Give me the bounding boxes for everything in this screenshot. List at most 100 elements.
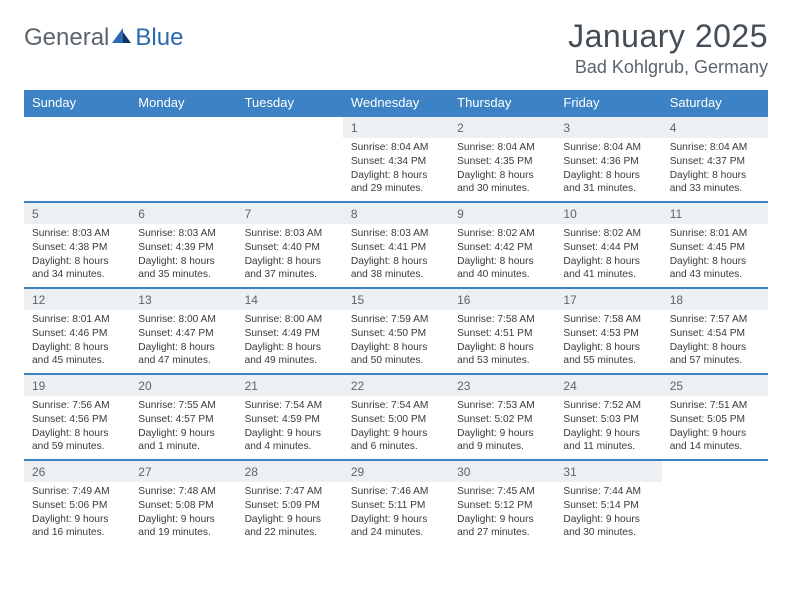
calendar-body: 1Sunrise: 8:04 AMSunset: 4:34 PMDaylight… — [24, 116, 768, 546]
sunset-line: Sunset: 4:40 PM — [245, 241, 335, 255]
day-number: 10 — [555, 203, 661, 224]
daylight-line: Daylight: 8 hours and 43 minutes. — [670, 255, 760, 283]
day-number: 15 — [343, 289, 449, 310]
daylight-line: Daylight: 8 hours and 47 minutes. — [138, 341, 228, 369]
day-number: 12 — [24, 289, 130, 310]
daylight-line: Daylight: 9 hours and 30 minutes. — [563, 513, 653, 541]
sunset-line: Sunset: 4:46 PM — [32, 327, 122, 341]
daylight-line: Daylight: 8 hours and 50 minutes. — [351, 341, 441, 369]
calendar-head: SundayMondayTuesdayWednesdayThursdayFrid… — [24, 90, 768, 116]
day-content: Sunrise: 8:04 AMSunset: 4:36 PMDaylight:… — [555, 138, 661, 200]
empty-cell — [130, 116, 236, 202]
day-content: Sunrise: 7:48 AMSunset: 5:08 PMDaylight:… — [130, 482, 236, 544]
day-number: 6 — [130, 203, 236, 224]
sunrise-line: Sunrise: 7:53 AM — [457, 399, 547, 413]
day-cell: 18Sunrise: 7:57 AMSunset: 4:54 PMDayligh… — [662, 288, 768, 374]
sunrise-line: Sunrise: 7:49 AM — [32, 485, 122, 499]
sunset-line: Sunset: 5:08 PM — [138, 499, 228, 513]
day-content: Sunrise: 7:59 AMSunset: 4:50 PMDaylight:… — [343, 310, 449, 372]
sunset-line: Sunset: 5:02 PM — [457, 413, 547, 427]
sunrise-line: Sunrise: 7:58 AM — [563, 313, 653, 327]
sunrise-line: Sunrise: 7:47 AM — [245, 485, 335, 499]
header: General Blue January 2025 Bad Kohlgrub, … — [24, 18, 768, 78]
sunrise-line: Sunrise: 8:03 AM — [245, 227, 335, 241]
sunset-line: Sunset: 4:50 PM — [351, 327, 441, 341]
day-content: Sunrise: 8:03 AMSunset: 4:40 PMDaylight:… — [237, 224, 343, 286]
daylight-line: Daylight: 8 hours and 55 minutes. — [563, 341, 653, 369]
day-cell: 31 Sunrise: 7:44 AMSunset: 5:14 PMDayligh… — [555, 460, 661, 546]
sunrise-line: Sunrise: 7:52 AM — [563, 399, 653, 413]
day-number: 19 — [24, 375, 130, 396]
sunrise-line: Sunrise: 8:00 AM — [245, 313, 335, 327]
daylight-line: Daylight: 9 hours and 19 minutes. — [138, 513, 228, 541]
day-content: Sunrise: 7:47 AMSunset: 5:09 PMDaylight:… — [237, 482, 343, 544]
sunset-line: Sunset: 5:14 PM — [563, 499, 653, 513]
day-content: Sunrise: 8:03 AMSunset: 4:39 PMDaylight:… — [130, 224, 236, 286]
day-number: 4 — [662, 117, 768, 138]
sunrise-line: Sunrise: 7:45 AM — [457, 485, 547, 499]
day-content: Sunrise: 8:04 AMSunset: 4:35 PMDaylight:… — [449, 138, 555, 200]
sunrise-line: Sunrise: 7:48 AM — [138, 485, 228, 499]
weekday-header: Wednesday — [343, 90, 449, 116]
day-number: 28 — [237, 461, 343, 482]
table-row: 26Sunrise: 7:49 AMSunset: 5:06 PMDayligh… — [24, 460, 768, 546]
weekday-header: Sunday — [24, 90, 130, 116]
day-cell: 9Sunrise: 8:02 AMSunset: 4:42 PMDaylight… — [449, 202, 555, 288]
daylight-line: Daylight: 9 hours and 4 minutes. — [245, 427, 335, 455]
day-number: 21 — [237, 375, 343, 396]
day-content: Sunrise: 8:02 AMSunset: 4:42 PMDaylight:… — [449, 224, 555, 286]
daylight-line: Daylight: 9 hours and 16 minutes. — [32, 513, 122, 541]
sunset-line: Sunset: 4:34 PM — [351, 155, 441, 169]
daylight-line: Daylight: 9 hours and 11 minutes. — [563, 427, 653, 455]
day-cell: 10Sunrise: 8:02 AMSunset: 4:44 PMDayligh… — [555, 202, 661, 288]
empty-cell — [24, 116, 130, 202]
day-number: 31 — [555, 461, 661, 482]
sunset-line: Sunset: 5:06 PM — [32, 499, 122, 513]
day-cell: 28Sunrise: 7:47 AMSunset: 5:09 PMDayligh… — [237, 460, 343, 546]
brand-part1: General — [24, 24, 109, 52]
day-content: Sunrise: 8:04 AMSunset: 4:37 PMDaylight:… — [662, 138, 768, 200]
day-number: 7 — [237, 203, 343, 224]
day-number: 16 — [449, 289, 555, 310]
day-content: Sunrise: 7:54 AMSunset: 5:00 PMDaylight:… — [343, 396, 449, 458]
day-number: 24 — [555, 375, 661, 396]
sunset-line: Sunset: 4:56 PM — [32, 413, 122, 427]
sunset-line: Sunset: 4:36 PM — [563, 155, 653, 169]
day-content: Sunrise: 8:01 AMSunset: 4:45 PMDaylight:… — [662, 224, 768, 286]
daylight-line: Daylight: 9 hours and 6 minutes. — [351, 427, 441, 455]
day-number: 1 — [343, 117, 449, 138]
day-content: Sunrise: 8:00 AMSunset: 4:49 PMDaylight:… — [237, 310, 343, 372]
weekday-header: Friday — [555, 90, 661, 116]
daylight-line: Daylight: 9 hours and 27 minutes. — [457, 513, 547, 541]
day-number: 14 — [237, 289, 343, 310]
day-cell: 2Sunrise: 8:04 AMSunset: 4:35 PMDaylight… — [449, 116, 555, 202]
sunset-line: Sunset: 5:05 PM — [670, 413, 760, 427]
sunrise-line: Sunrise: 8:04 AM — [351, 141, 441, 155]
daylight-line: Daylight: 9 hours and 14 minutes. — [670, 427, 760, 455]
day-content: Sunrise: 7:57 AMSunset: 4:54 PMDaylight:… — [662, 310, 768, 372]
day-cell: 30 Sunrise: 7:45 AMSunset: 5:12 PMDayligh… — [449, 460, 555, 546]
day-content: Sunrise: 8:03 AMSunset: 4:41 PMDaylight:… — [343, 224, 449, 286]
sunset-line: Sunset: 4:45 PM — [670, 241, 760, 255]
day-content: Sunrise: 8:01 AMSunset: 4:46 PMDaylight:… — [24, 310, 130, 372]
sunset-line: Sunset: 4:41 PM — [351, 241, 441, 255]
sunset-line: Sunset: 5:12 PM — [457, 499, 547, 513]
daylight-line: Daylight: 8 hours and 57 minutes. — [670, 341, 760, 369]
daylight-line: Daylight: 9 hours and 22 minutes. — [245, 513, 335, 541]
sunset-line: Sunset: 4:47 PM — [138, 327, 228, 341]
day-content: Sunrise: 7:46 AMSunset: 5:11 PMDaylight:… — [343, 482, 449, 544]
day-cell: 20Sunrise: 7:55 AMSunset: 4:57 PMDayligh… — [130, 374, 236, 460]
day-content: Sunrise: 8:02 AMSunset: 4:44 PMDaylight:… — [555, 224, 661, 286]
sunrise-line: Sunrise: 8:01 AM — [670, 227, 760, 241]
daylight-line: Daylight: 8 hours and 40 minutes. — [457, 255, 547, 283]
day-content: Sunrise: 7:58 AMSunset: 4:53 PMDaylight:… — [555, 310, 661, 372]
sunrise-line: Sunrise: 8:04 AM — [563, 141, 653, 155]
flag-icon — [111, 24, 133, 52]
day-number: 2 — [449, 117, 555, 138]
sunset-line: Sunset: 4:49 PM — [245, 327, 335, 341]
day-cell: 14Sunrise: 8:00 AMSunset: 4:49 PMDayligh… — [237, 288, 343, 374]
day-number: 30 — [449, 461, 555, 482]
sunset-line: Sunset: 4:59 PM — [245, 413, 335, 427]
sunrise-line: Sunrise: 7:56 AM — [32, 399, 122, 413]
sunrise-line: Sunrise: 7:44 AM — [563, 485, 653, 499]
